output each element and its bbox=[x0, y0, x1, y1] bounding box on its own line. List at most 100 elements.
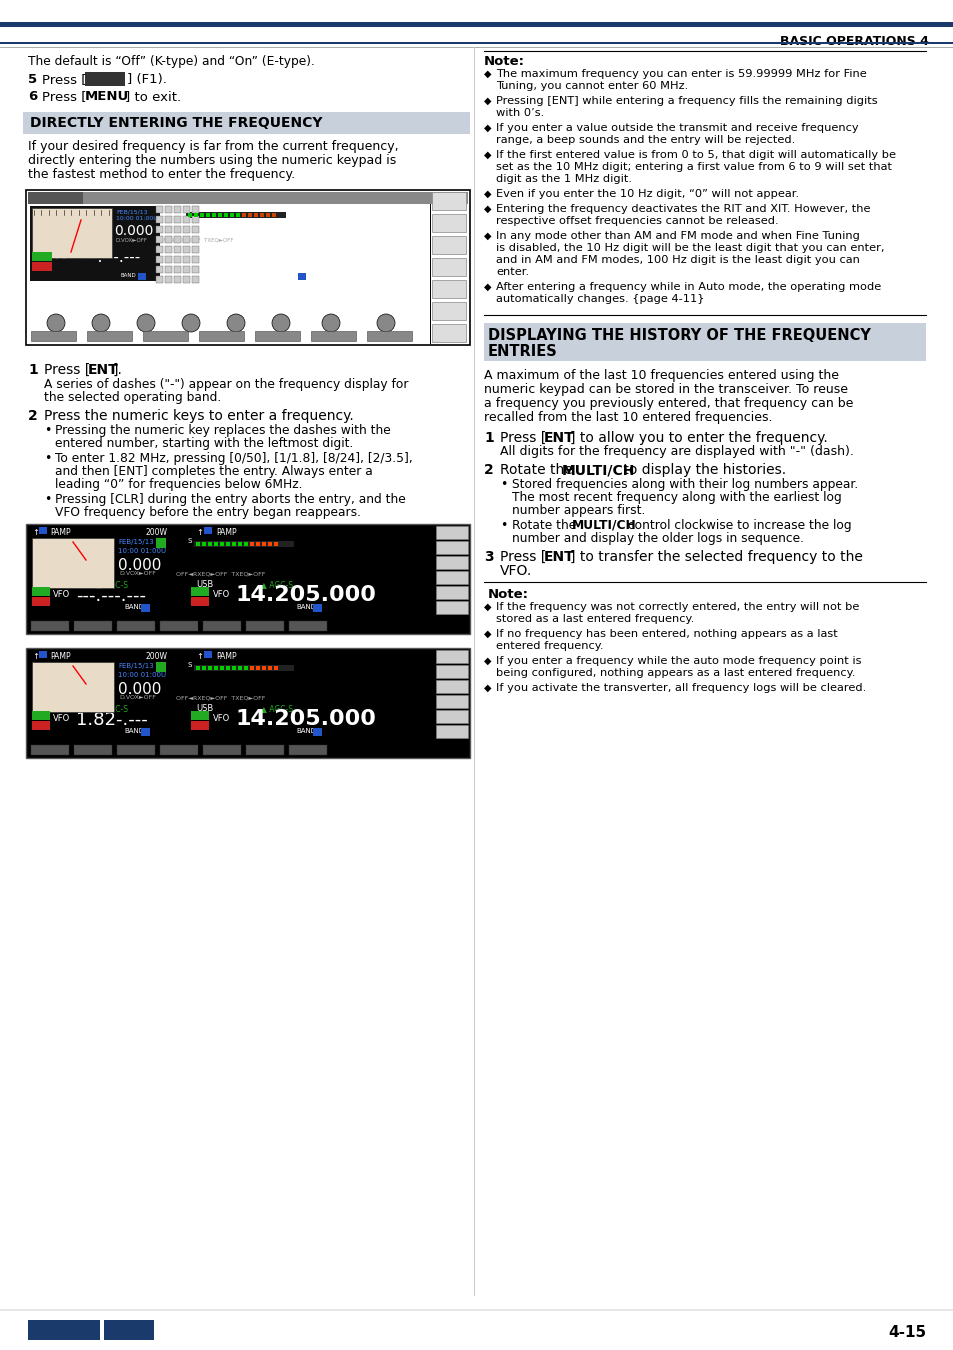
Text: 14.205.000: 14.205.000 bbox=[221, 248, 335, 266]
Bar bbox=[173, 216, 181, 223]
Circle shape bbox=[227, 315, 245, 332]
Text: OFF: OFF bbox=[445, 564, 457, 568]
Bar bbox=[165, 216, 172, 223]
Text: a frequency you previously entered, that frequency can be: a frequency you previously entered, that… bbox=[483, 397, 853, 410]
Text: RX PLAY: RX PLAY bbox=[36, 747, 64, 752]
Bar bbox=[192, 207, 199, 213]
Bar bbox=[436, 541, 468, 554]
Bar bbox=[39, 651, 47, 657]
Bar bbox=[436, 710, 468, 724]
Text: ◆: ◆ bbox=[483, 656, 491, 666]
Text: Press [: Press [ bbox=[44, 363, 91, 377]
Text: Note:: Note: bbox=[483, 55, 524, 68]
Text: D.VOX►OFF: D.VOX►OFF bbox=[119, 695, 155, 701]
Text: The most recent frequency along with the earliest log: The most recent frequency along with the… bbox=[512, 491, 841, 504]
Circle shape bbox=[182, 315, 200, 332]
Bar bbox=[173, 236, 181, 243]
Text: OFF: OFF bbox=[442, 248, 456, 254]
Bar bbox=[208, 541, 212, 545]
Bar bbox=[156, 662, 166, 672]
Text: ▲ AGC-S: ▲ AGC-S bbox=[261, 703, 293, 713]
Bar bbox=[246, 745, 284, 755]
Bar bbox=[32, 262, 52, 271]
Bar bbox=[117, 621, 154, 630]
Bar bbox=[104, 1320, 153, 1341]
Bar bbox=[200, 213, 204, 217]
Bar bbox=[220, 666, 224, 670]
Text: After entering a frequency while in Auto mode, the operating mode: After entering a frequency while in Auto… bbox=[496, 282, 881, 292]
Bar bbox=[32, 587, 50, 595]
Text: If no frequency has been entered, nothing appears as a last: If no frequency has been entered, nothin… bbox=[496, 629, 837, 639]
Text: 1: 1 bbox=[142, 729, 147, 734]
Bar bbox=[289, 745, 327, 755]
Text: BAND: BAND bbox=[295, 728, 315, 734]
Bar bbox=[218, 213, 222, 217]
Bar bbox=[165, 207, 172, 213]
Text: YAGI1: YAGI1 bbox=[438, 204, 458, 211]
Text: All digits for the frequency are displayed with "-" (dash).: All digits for the frequency are display… bbox=[499, 446, 853, 458]
Text: USB: USB bbox=[32, 703, 50, 713]
Text: Pressing [CLR] during the entry aborts the entry, and the: Pressing [CLR] during the entry aborts t… bbox=[55, 493, 405, 506]
Text: VFO frequency before the entry began reappears.: VFO frequency before the entry began rea… bbox=[55, 506, 360, 518]
Text: METER: METER bbox=[441, 603, 462, 608]
Text: ] to transfer the selected frequency to the: ] to transfer the selected frequency to … bbox=[569, 549, 862, 564]
Bar bbox=[85, 72, 125, 86]
Bar bbox=[156, 216, 163, 223]
Text: TS-990S: TS-990S bbox=[436, 194, 465, 200]
Text: YAGI1: YAGI1 bbox=[442, 535, 460, 539]
Bar bbox=[165, 246, 172, 252]
Text: ] (F1).: ] (F1). bbox=[127, 73, 167, 86]
Bar bbox=[432, 236, 465, 254]
Text: the selected operating band.: the selected operating band. bbox=[44, 392, 221, 404]
Text: ↑: ↑ bbox=[32, 528, 39, 537]
Bar bbox=[165, 275, 172, 284]
Text: To enter 1.82 MHz, pressing [0/50], [1/1.8], [8/24], [2/3.5],: To enter 1.82 MHz, pressing [0/50], [1/1… bbox=[55, 452, 413, 464]
Bar bbox=[436, 649, 468, 663]
Bar bbox=[173, 207, 181, 213]
Bar bbox=[74, 745, 112, 755]
Text: respective offset frequencies cannot be released.: respective offset frequencies cannot be … bbox=[496, 216, 778, 225]
Bar bbox=[191, 711, 209, 720]
Text: MAX-Po: MAX-Po bbox=[440, 711, 463, 717]
Text: D.VOX►OFF: D.VOX►OFF bbox=[116, 238, 148, 243]
Bar bbox=[30, 745, 69, 755]
Text: numeric keypad can be stored in the transceiver. To reuse: numeric keypad can be stored in the tran… bbox=[483, 383, 847, 396]
Text: 1: 1 bbox=[204, 528, 209, 535]
Bar bbox=[192, 246, 199, 252]
Text: 200W: 200W bbox=[146, 652, 168, 662]
Bar bbox=[203, 621, 241, 630]
Text: ATT: ATT bbox=[446, 667, 457, 672]
Text: USB: USB bbox=[195, 580, 213, 589]
Text: METER: METER bbox=[441, 728, 462, 732]
Bar bbox=[230, 213, 233, 217]
Bar bbox=[191, 587, 209, 595]
Bar bbox=[156, 275, 163, 284]
Bar bbox=[156, 207, 163, 213]
Text: ◆: ◆ bbox=[483, 683, 491, 693]
Bar bbox=[173, 225, 181, 234]
Text: TX: TX bbox=[33, 263, 43, 269]
Text: MENU: MENU bbox=[85, 90, 129, 103]
Text: digit as the 1 MHz digit.: digit as the 1 MHz digit. bbox=[496, 174, 631, 184]
Bar bbox=[266, 213, 270, 217]
Bar bbox=[32, 597, 50, 606]
Bar bbox=[367, 331, 412, 342]
Text: FEB/15/13: FEB/15/13 bbox=[118, 539, 153, 545]
Text: A maximum of the last 10 frequencies entered using the: A maximum of the last 10 frequencies ent… bbox=[483, 369, 838, 382]
Bar bbox=[26, 190, 470, 346]
Text: BASIC OPERATIONS 4: BASIC OPERATIONS 4 bbox=[780, 35, 928, 49]
Bar bbox=[183, 256, 190, 263]
Text: BAND: BAND bbox=[281, 273, 296, 278]
Text: TX-FIL: TX-FIL bbox=[438, 328, 459, 333]
Text: entered frequency.: entered frequency. bbox=[496, 641, 603, 651]
Bar bbox=[191, 721, 209, 730]
Text: D.VOX►OFF: D.VOX►OFF bbox=[119, 571, 155, 576]
Bar bbox=[156, 266, 163, 273]
Text: Pressing the numeric key replaces the dashes with the: Pressing the numeric key replaces the da… bbox=[55, 424, 391, 437]
Text: OFF: OFF bbox=[445, 549, 457, 553]
Bar bbox=[255, 666, 260, 670]
Bar bbox=[436, 586, 468, 599]
Text: 200 W: 200 W bbox=[441, 718, 461, 724]
Text: 10:00 01:00U: 10:00 01:00U bbox=[116, 216, 157, 221]
Text: 1: 1 bbox=[28, 363, 38, 377]
